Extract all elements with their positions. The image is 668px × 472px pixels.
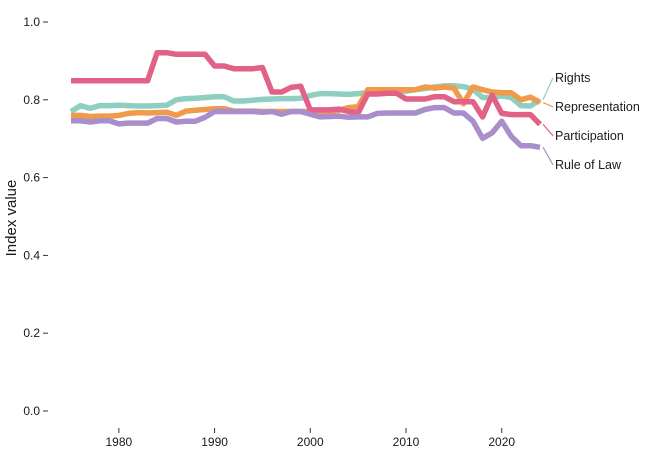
y-tick-label: 0.6 xyxy=(23,171,40,185)
label-leader-line xyxy=(542,77,554,101)
series-line-participation xyxy=(71,49,542,127)
series-line-rule-of-law xyxy=(71,104,541,151)
label-leader-line xyxy=(542,146,554,166)
x-tick-label: 1990 xyxy=(201,435,228,449)
y-axis-title: Index value xyxy=(3,180,20,257)
series-labels: Rights Representation Participation Rule of… xyxy=(542,71,640,172)
y-tick-label: 0.0 xyxy=(23,404,40,418)
series-label: Representation xyxy=(555,100,640,114)
series-label: Participation xyxy=(555,129,624,143)
x-tick-label: 2000 xyxy=(297,435,324,449)
x-tick-label: 1980 xyxy=(106,435,133,449)
y-tick-label: 0.2 xyxy=(23,326,40,340)
y-tick-label: 0.8 xyxy=(23,93,40,107)
y-tick-label: 0.4 xyxy=(23,248,40,262)
series-lines xyxy=(69,49,542,151)
x-tick-label: 2020 xyxy=(488,435,515,449)
y-tick-label: 1.0 xyxy=(23,15,40,29)
x-tick-label: 2010 xyxy=(393,435,420,449)
label-leader-line xyxy=(542,123,554,137)
series-label: Rule of Law xyxy=(555,158,622,172)
x-axis: 1980 1990 2000 2010 2020 xyxy=(106,428,515,449)
label-leader-line xyxy=(542,101,554,108)
y-axis: 0.0 0.2 0.4 0.6 0.8 1.0 xyxy=(23,15,48,418)
series-label: Rights xyxy=(555,71,590,85)
